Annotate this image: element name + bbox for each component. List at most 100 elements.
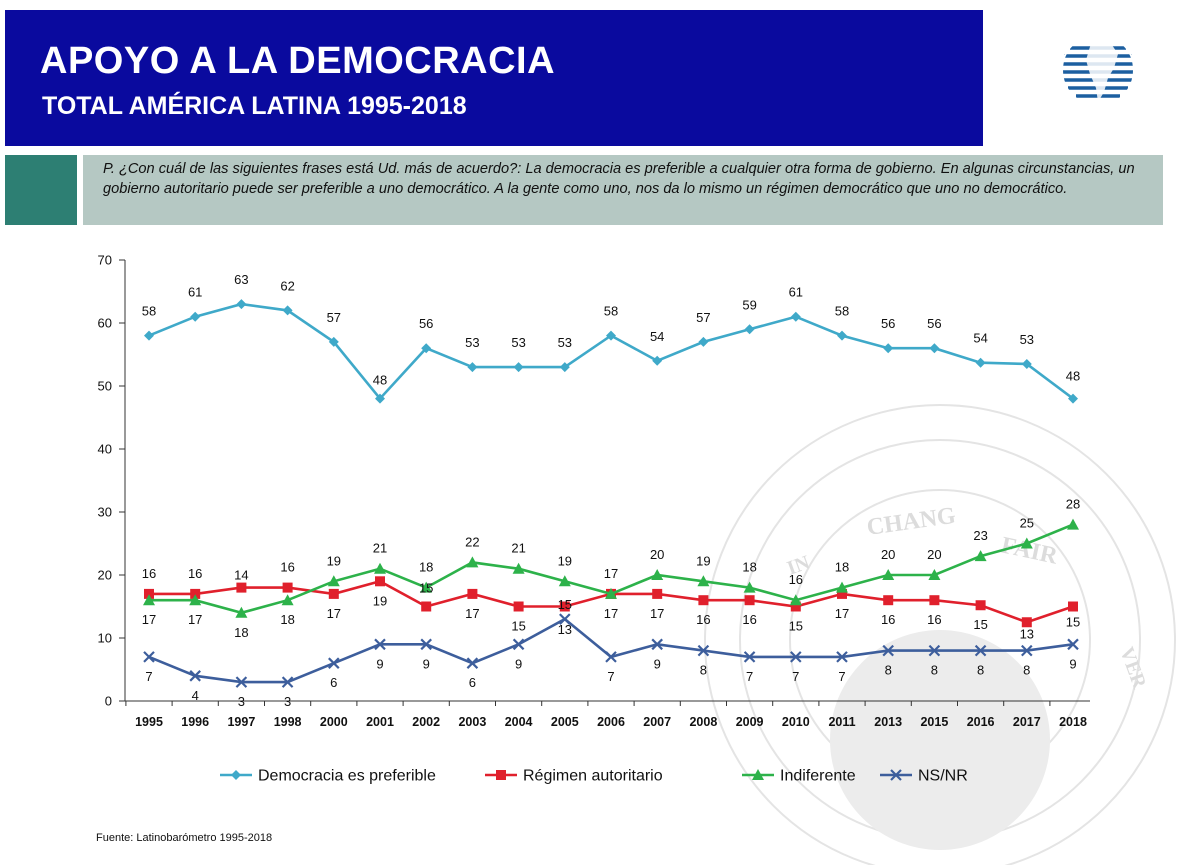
data-point [744, 324, 755, 335]
data-point [789, 594, 802, 606]
data-label: 4 [192, 688, 199, 703]
data-label: 8 [1023, 663, 1030, 678]
data-point [375, 393, 385, 404]
data-label: 15 [558, 597, 572, 612]
data-label: 62 [280, 278, 294, 293]
data-label: 17 [835, 606, 849, 621]
data-label: 56 [927, 316, 941, 331]
data-point [559, 613, 571, 625]
data-point [928, 569, 941, 580]
data-point [606, 330, 616, 341]
data-label: 16 [742, 612, 756, 627]
data-point [144, 588, 154, 599]
data-label: 9 [515, 656, 522, 671]
x-tick-label: 2010 [782, 715, 810, 729]
data-point [836, 581, 848, 593]
data-point [1021, 617, 1032, 628]
data-label: 58 [835, 304, 849, 319]
data-label: 7 [145, 669, 152, 684]
x-tick-label: 2003 [458, 715, 486, 729]
data-point [744, 595, 755, 606]
data-label: 15 [1066, 615, 1080, 630]
data-label: 7 [838, 669, 845, 684]
data-label: 22 [465, 534, 479, 549]
x-tick-label: 2009 [736, 715, 764, 729]
data-label: 16 [280, 560, 294, 575]
data-label: 61 [188, 285, 202, 300]
data-point [559, 601, 570, 612]
data-label: 63 [234, 272, 248, 287]
data-point [974, 644, 987, 657]
x-tick-label: 2006 [597, 715, 625, 729]
data-label: 9 [1069, 656, 1076, 671]
data-point [235, 676, 248, 688]
data-label: 20 [650, 547, 664, 562]
x-tick-label: 1997 [227, 715, 255, 729]
data-label: 54 [650, 329, 664, 344]
data-label: 57 [696, 310, 710, 325]
x-tick-label: 2013 [874, 715, 902, 729]
data-label: 9 [376, 656, 383, 671]
data-point [1020, 537, 1033, 549]
data-point [281, 594, 294, 606]
x-tick-label: 2015 [920, 715, 948, 729]
x-tick-label: 2016 [967, 715, 995, 729]
data-label: 56 [881, 316, 895, 331]
data-label: 7 [746, 669, 753, 684]
y-tick-label: 0 [105, 694, 112, 709]
data-point [374, 562, 386, 574]
data-point [883, 595, 894, 606]
data-point [144, 330, 154, 341]
data-point [651, 638, 663, 651]
data-label: 17 [142, 612, 156, 627]
data-point [883, 343, 894, 354]
data-point [190, 311, 201, 322]
data-label: 58 [604, 304, 618, 319]
data-label: 8 [977, 663, 984, 678]
logo-years: 1995 · 2015 [1077, 114, 1120, 123]
data-label: 16 [696, 612, 710, 627]
data-point [929, 343, 940, 354]
data-label: 56 [419, 316, 433, 331]
data-point [1067, 638, 1079, 651]
data-point [882, 644, 894, 657]
data-point [928, 644, 941, 657]
question-text: P. ¿Con cuál de las siguientes frases es… [103, 161, 1135, 197]
data-point [890, 769, 902, 781]
data-label: 15 [789, 619, 803, 634]
data-label: 17 [650, 606, 664, 621]
data-label: 21 [373, 541, 387, 556]
data-point [698, 595, 709, 606]
source-note: Fuente: Latinobarómetro 1995-2018 [96, 832, 273, 844]
x-tick-label: 1996 [181, 715, 209, 729]
data-label: 19 [558, 553, 572, 568]
data-label: 59 [742, 297, 756, 312]
data-point [420, 581, 433, 593]
question-box: P. ¿Con cuál de las siguientes frases es… [83, 155, 1163, 225]
page-title: APOYO A LA DEMOCRACIA [40, 40, 556, 82]
data-point [143, 651, 155, 663]
data-label: 23 [973, 528, 987, 543]
globe-logo-icon: LATINOBARÓMETRO 1995 · 2015 [1058, 23, 1138, 123]
x-tick-label: 1998 [274, 715, 302, 729]
y-tick-label: 70 [98, 253, 112, 268]
data-label: 15 [419, 581, 433, 596]
x-tick-label: 1995 [135, 715, 163, 729]
y-tick-label: 60 [98, 316, 112, 331]
data-point [1067, 518, 1079, 530]
data-label: 20 [927, 547, 941, 562]
data-label: 18 [742, 560, 756, 575]
data-label: 13 [558, 622, 572, 637]
data-point [929, 595, 940, 606]
data-point [698, 336, 709, 347]
data-point [282, 582, 293, 593]
data-label: 17 [604, 566, 618, 581]
x-tick-label: 2004 [505, 715, 533, 729]
data-point [235, 606, 248, 618]
data-label: 14 [234, 568, 248, 583]
data-point [752, 769, 764, 780]
x-tick-label: 2007 [643, 715, 671, 729]
data-point [974, 550, 987, 562]
